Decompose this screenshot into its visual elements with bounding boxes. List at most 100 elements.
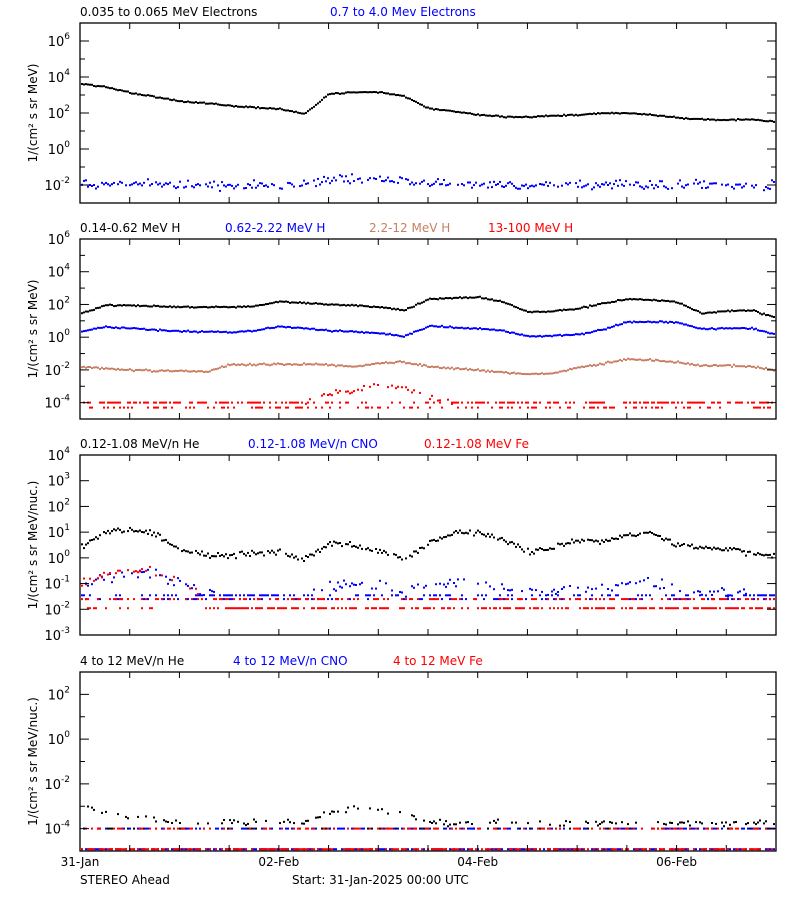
data-point xyxy=(101,326,103,329)
data-point xyxy=(669,320,671,323)
detection-floor-point xyxy=(671,827,673,830)
data-point xyxy=(549,310,551,313)
series-2-1 xyxy=(81,295,775,318)
data-point xyxy=(327,303,329,306)
data-point xyxy=(473,296,475,299)
data-point xyxy=(391,180,393,183)
data-point xyxy=(655,358,657,361)
data-point xyxy=(539,372,541,375)
detection-floor-point xyxy=(227,401,229,404)
data-point xyxy=(87,310,89,313)
detection-floor-point xyxy=(225,594,227,597)
detection-floor-point xyxy=(683,848,685,851)
data-point xyxy=(121,571,123,574)
detection-floor-point xyxy=(165,401,167,404)
data-point xyxy=(233,331,235,334)
detection-floor-point xyxy=(577,848,579,851)
data-point xyxy=(261,182,263,185)
detection-floor-point xyxy=(585,401,587,404)
data-point xyxy=(615,537,617,540)
data-point xyxy=(125,369,127,371)
data-point xyxy=(103,183,105,186)
detection-floor-point xyxy=(119,827,121,830)
y-tick-base: 10 xyxy=(48,552,65,567)
data-point xyxy=(593,186,595,189)
data-point xyxy=(283,300,285,303)
data-point xyxy=(239,330,241,333)
data-point xyxy=(521,372,523,375)
detection-floor-point xyxy=(161,401,163,404)
data-point xyxy=(735,119,737,122)
detection-floor-point xyxy=(107,827,109,830)
detection-floor-point xyxy=(227,827,229,830)
detection-floor-point xyxy=(285,848,287,851)
detection-floor-point xyxy=(501,406,503,409)
detection-floor-point xyxy=(195,598,197,601)
data-point xyxy=(325,303,327,306)
detection-floor-point xyxy=(533,848,535,851)
detection-floor-point xyxy=(727,594,729,597)
data-point xyxy=(619,534,621,537)
detection-floor-point xyxy=(653,848,655,851)
data-point xyxy=(691,118,693,120)
detection-floor-point xyxy=(333,827,335,830)
data-point xyxy=(553,334,555,337)
detection-floor-point xyxy=(649,594,651,597)
detection-floor-point xyxy=(499,401,501,404)
data-point xyxy=(623,112,625,114)
data-point xyxy=(483,297,485,300)
data-point xyxy=(769,332,771,335)
data-point xyxy=(91,328,93,331)
detection-floor-point xyxy=(685,594,687,597)
data-point xyxy=(205,306,207,308)
data-point xyxy=(239,551,241,554)
data-point xyxy=(315,302,317,305)
data-point xyxy=(247,822,249,825)
data-point xyxy=(493,371,495,373)
data-point xyxy=(305,363,307,366)
detection-floor-point xyxy=(447,607,449,610)
data-point xyxy=(561,542,563,545)
detection-floor-point xyxy=(229,598,231,601)
detection-floor-point xyxy=(421,848,423,851)
detection-floor-point xyxy=(251,848,253,851)
data-point xyxy=(193,370,195,372)
detection-floor-point xyxy=(541,598,543,601)
data-point xyxy=(147,369,149,372)
detection-floor-point xyxy=(233,406,235,409)
data-point xyxy=(485,328,487,331)
data-point xyxy=(643,359,645,362)
data-point xyxy=(175,187,177,190)
data-point xyxy=(185,583,187,586)
detection-floor-point xyxy=(221,848,223,851)
detection-floor-point xyxy=(567,607,569,610)
data-point xyxy=(135,305,137,308)
y-tick-base: 10 xyxy=(48,526,65,541)
data-point xyxy=(741,550,743,553)
detection-floor-point xyxy=(559,827,561,830)
data-point xyxy=(631,358,633,361)
data-point xyxy=(589,331,591,334)
data-point xyxy=(649,180,651,182)
data-point xyxy=(565,820,567,823)
data-point xyxy=(635,821,637,824)
detection-floor-point xyxy=(671,848,673,851)
data-point xyxy=(441,109,443,112)
data-point xyxy=(151,534,153,537)
detection-floor-point xyxy=(683,827,685,830)
detection-floor-point xyxy=(633,848,635,851)
detection-floor-point xyxy=(507,827,509,830)
detection-floor-point xyxy=(209,594,211,597)
data-point xyxy=(679,179,681,182)
data-point xyxy=(467,821,469,824)
detection-floor-point xyxy=(261,406,263,409)
detection-floor-point xyxy=(739,598,741,601)
data-point xyxy=(439,109,441,112)
detection-floor-point xyxy=(553,607,555,610)
data-point xyxy=(541,183,543,186)
data-point xyxy=(375,178,377,180)
data-point xyxy=(165,820,167,823)
data-point xyxy=(527,116,529,118)
data-point xyxy=(219,189,221,192)
